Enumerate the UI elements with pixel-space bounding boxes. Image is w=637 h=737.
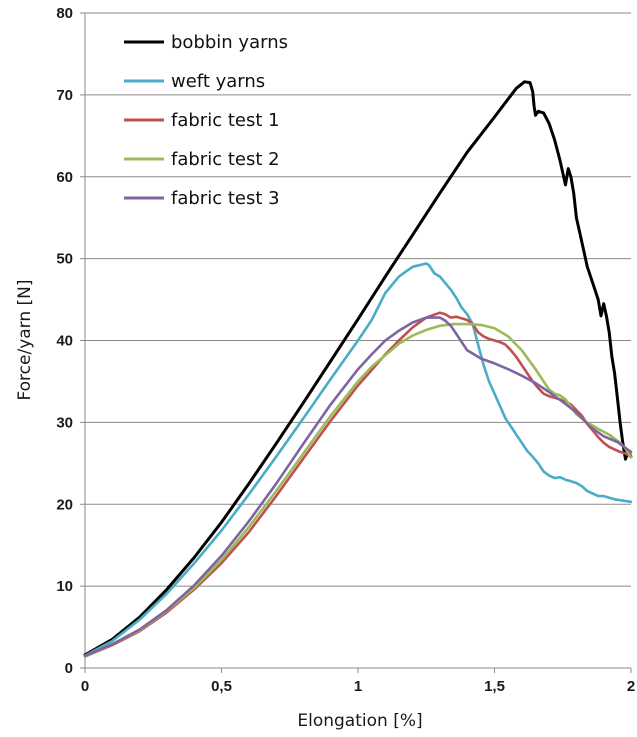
x-tick-labels: 0 0,5 1 1,5 2 [81,678,635,695]
legend-label: fabric test 3 [171,188,280,209]
x-tick-label: 1,5 [484,678,505,695]
legend-label: fabric test 2 [171,149,280,170]
legend-label: weft yarns [171,71,265,92]
y-tick-label: 20 [56,496,73,513]
series-line-bobbin-yarns [83,80,633,657]
x-axis-title: Elongation [%] [297,711,422,731]
series-line-fabric-test-2 [83,322,633,658]
y-axis-title: Force/yarn [N] [15,279,35,400]
axes [80,12,632,673]
x-tick-label: 0,5 [211,678,232,695]
y-tick-label: 10 [56,578,73,595]
x-tick-label: 0 [81,678,89,695]
series-line-fabric-test-3 [83,316,633,658]
y-tick-label: 40 [56,333,73,350]
y-tick-label: 60 [56,169,73,186]
series-line-weft-yarns [83,262,633,658]
legend-label: bobbin yarns [171,32,288,53]
y-tick-label: 80 [56,5,73,22]
gridlines [85,12,631,587]
series-lines [83,80,633,658]
legend-label: fabric test 1 [171,110,280,131]
y-tick-label: 70 [56,87,73,104]
y-tick-label: 50 [56,251,73,268]
x-tick-label: 1 [354,678,362,695]
legend: bobbin yarns weft yarns fabric test 1 fabri… [124,32,288,209]
y-tick-label: 30 [56,414,73,431]
y-tick-labels: 0 10 20 30 40 50 60 70 80 [56,5,73,677]
x-tick-label: 2 [627,678,635,695]
y-tick-label: 0 [65,660,73,677]
series-line-fabric-test-1 [83,311,633,658]
